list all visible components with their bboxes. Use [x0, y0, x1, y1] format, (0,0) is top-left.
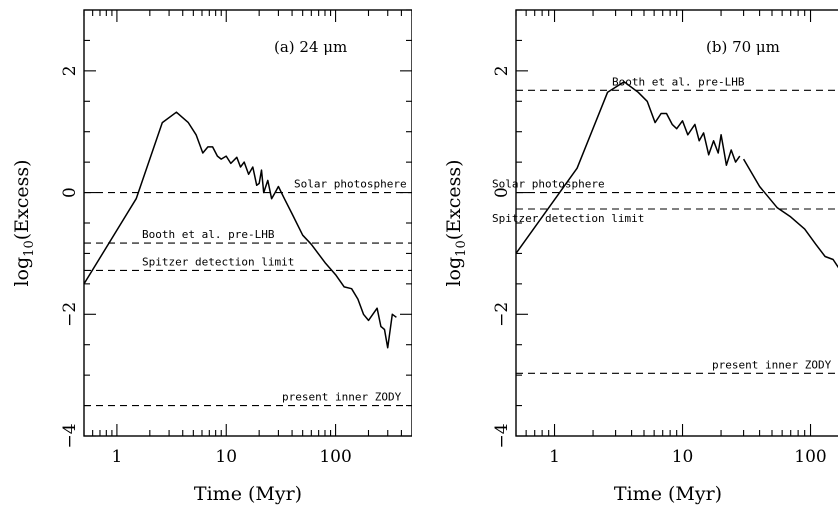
panel-a-x-tick-label: 1 — [111, 447, 122, 467]
panel-b-ylabel-prefix: log — [443, 257, 465, 287]
panel-a-label: (a) 24 μm — [274, 38, 347, 56]
panel-b-y-tick-label: −4 — [492, 423, 512, 448]
panel-a-series-line — [83, 111, 397, 349]
panel-b-series-line — [742, 158, 838, 269]
panel-a-ylabel-rest: (Excess) — [11, 159, 33, 240]
panel-b-y-tick-label: −2 — [492, 302, 512, 327]
panel-a-ylabel: log10(Excess) — [11, 159, 37, 286]
panel-a-ref-label: Spitzer detection limit — [142, 255, 294, 268]
panel-a-ref-label: Booth et al. pre-LHB — [142, 228, 275, 241]
panel-a-ylabel-prefix: log — [11, 257, 33, 287]
panel-b-x-tick-label: 100 — [794, 447, 826, 467]
panel-a-xlabel: Time (Myr) — [194, 483, 302, 505]
panel-a-ylabel-subscript: 10 — [22, 240, 37, 257]
panel-a-ref-label: Solar photosphere — [294, 178, 407, 191]
panel-a-plot-area: Solar photosphere Booth et al. pre-LHB Spi… — [83, 9, 412, 437]
panel-b-ylabel: log10(Excess) — [443, 159, 469, 286]
panel-a-y-tick-label: 2 — [60, 65, 80, 76]
panel-a-ref-label: present inner ZODY — [282, 391, 402, 404]
panel-b-ref-label: present inner ZODY — [712, 358, 832, 371]
panel-b-x-tick-label: 10 — [672, 447, 694, 467]
panel-b-ref-label: Solar photosphere — [492, 178, 605, 191]
panel-b-y-tick-label: 2 — [492, 65, 512, 76]
panel-b: (b) 70 μm Time (Myr) log10(Excess) Booth… — [443, 9, 838, 505]
panel-a-x-tick-label: 10 — [215, 447, 237, 467]
panel-b-plot-area: Booth et al. pre-LHB Solar photosphere Spi… — [492, 9, 838, 437]
panel-a-x-tick-label: 100 — [319, 447, 351, 467]
panel-a-y-tick-label: 0 — [60, 187, 80, 198]
panel-b-ref-label: Spitzer detection limit — [492, 212, 644, 225]
panel-a-y-tick-label: −2 — [60, 302, 80, 327]
panel-b-xlabel: Time (Myr) — [614, 483, 722, 505]
panel-b-ref-label: Booth et al. pre-LHB — [612, 75, 745, 88]
panel-b-ylabel-subscript: 10 — [454, 240, 469, 257]
panel-b-x-tick-label: 1 — [549, 447, 560, 467]
panel-b-ylabel-rest: (Excess) — [443, 159, 465, 240]
panel-b-series-line — [515, 81, 741, 254]
panel-b-label: (b) 70 μm — [706, 38, 780, 56]
panel-a-frame — [83, 9, 412, 437]
panel-b-y-tick-label: 0 — [492, 187, 512, 198]
panel-a: (a) 24 μm Time (Myr) log10(Excess) Solar… — [11, 9, 412, 505]
panel-a-y-tick-label: −4 — [60, 423, 80, 448]
